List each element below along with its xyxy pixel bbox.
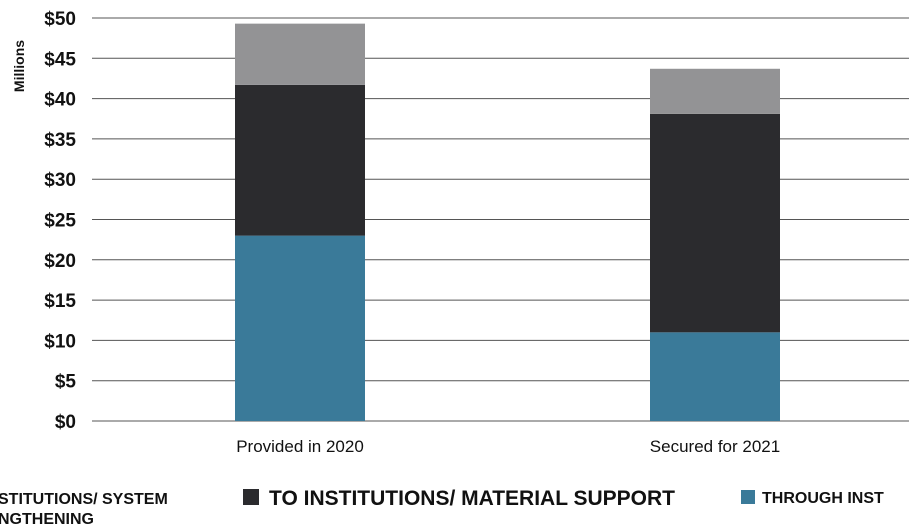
y-tick-label: $5 xyxy=(55,372,77,393)
legend-label: TO INSTITUTIONS/ MATERIAL SUPPORT xyxy=(269,487,675,510)
y-axis-ticks: $0 $5 $10 $15 $20 $25 $30 $35 $40 $45 $50 xyxy=(44,9,76,433)
gridlines xyxy=(92,17,909,422)
bar-segment xyxy=(235,23,365,85)
bar-segment xyxy=(235,235,365,421)
y-tick-label: $30 xyxy=(44,170,76,191)
legend-label: NGTHENING xyxy=(0,511,94,528)
legend-swatch xyxy=(243,489,259,505)
y-tick-label: $0 xyxy=(55,412,76,433)
bar-segment xyxy=(650,332,780,421)
bar-segment xyxy=(650,68,780,114)
y-tick-label: $35 xyxy=(44,130,76,151)
legend-label: THROUGH INST xyxy=(762,490,884,507)
y-tick-label: $15 xyxy=(44,291,76,312)
x-category-label: Provided in 2020 xyxy=(236,437,364,456)
y-tick-label: $25 xyxy=(44,211,76,232)
y-axis-label: Millions xyxy=(11,40,27,92)
y-tick-label: $40 xyxy=(44,90,76,111)
legend: STITUTIONS/ SYSTEM NGTHENING TO INSTITUTIO… xyxy=(0,487,884,528)
bar-segment xyxy=(235,84,365,236)
legend-label: STITUTIONS/ SYSTEM xyxy=(0,491,168,508)
y-tick-label: $20 xyxy=(44,251,76,272)
bars xyxy=(235,23,780,421)
y-tick-label: $10 xyxy=(44,331,76,352)
x-category-label: Secured for 2021 xyxy=(650,437,780,456)
bar-segment xyxy=(650,113,780,333)
y-tick-label: $45 xyxy=(44,49,76,70)
legend-swatch xyxy=(741,490,755,504)
y-tick-label: $50 xyxy=(44,9,76,30)
x-axis-categories: Provided in 2020 Secured for 2021 xyxy=(236,437,780,456)
